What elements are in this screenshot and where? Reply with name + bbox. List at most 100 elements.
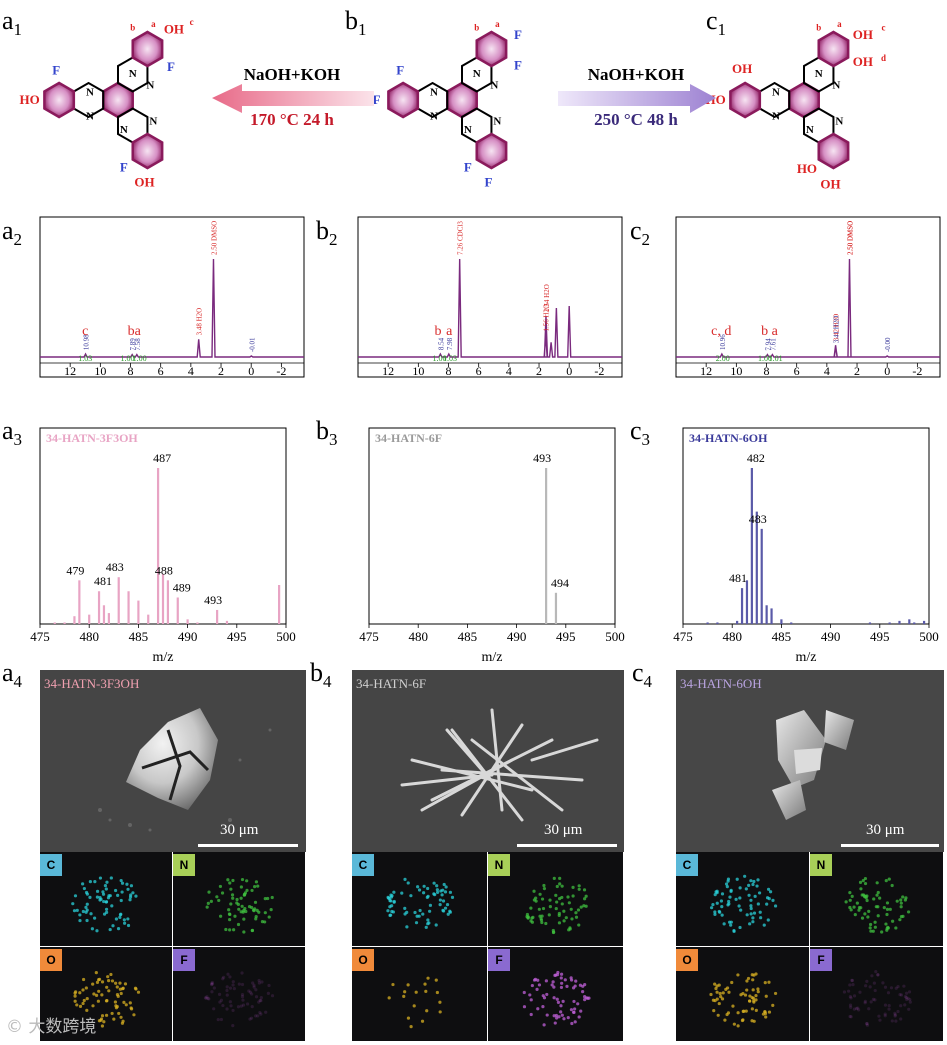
ms-a3-peak-label-6: 493: [204, 593, 222, 607]
nmr-a2-frame: [39, 216, 305, 378]
reagent-right: NaOH+KOH: [588, 65, 685, 84]
nmr-b2-tick-label-3: 6: [476, 364, 482, 378]
eds-badge-c4-n: N: [810, 854, 832, 876]
nmr-a2-peak-label-4: 2.50 DMSO: [210, 221, 218, 255]
nmr-b2-trace: [358, 258, 622, 358]
mol-c1-proton-a: a: [837, 19, 842, 29]
nmr-b2-peak-label-3: 1.56 H2O: [543, 304, 551, 332]
eds-signal-b4-f: [522, 970, 591, 1027]
eds-map-a4-o: O: [40, 947, 172, 1041]
mol-c1-n-label-4: N: [806, 124, 814, 136]
mol-c1-n-label-5: N: [835, 115, 843, 127]
nmr-b2-tick-label-1: 10: [412, 364, 424, 378]
mol-a1-f-label-2: F: [52, 63, 60, 78]
eds-map-a4-c: C: [40, 852, 172, 946]
ms-b3-peak-label-1: 494: [551, 576, 569, 590]
nmr-c2-tick-label-4: 4: [824, 364, 830, 378]
panel-label-b3: b3: [316, 416, 338, 450]
eds-badge-a4-f: F: [173, 949, 195, 971]
scale-bar-c4: [841, 844, 939, 847]
mol-c1-outer-ring-up: [817, 30, 850, 68]
eds-map-c4-o: O: [676, 947, 809, 1041]
ms-a3-tick-label-3: 490: [178, 629, 198, 644]
ms-c3-xlabel: m/z: [796, 650, 817, 665]
nmr-b2-tick-label-5: 2: [536, 364, 542, 378]
sem-particle-a4: [40, 670, 306, 852]
mass-spectrum-c3: 34-HATN-6OH 481 482 483 475 480 485 490 495 500 m/…: [673, 427, 939, 665]
ms-b3-tick-label-0: 475: [359, 629, 379, 644]
eds-map-c4-f: F: [810, 947, 943, 1041]
eds-badge-a4-o: O: [40, 949, 62, 971]
mol-b1-outer-ring-up: [475, 30, 508, 68]
nmr-c2-tick-label-1: 10: [730, 364, 742, 378]
eds-signal-a4-o: [73, 971, 141, 1028]
ms-b3-peak-label-0: 493: [533, 451, 551, 465]
nmr-c2-proton-label-0: c, d: [711, 324, 731, 339]
eds-map-b4-f: F: [488, 947, 623, 1041]
mol-b1-outer-ring-left: [387, 81, 420, 119]
nmr-a2-tick-label-6: 0: [248, 364, 254, 378]
eds-badge-a4-c: C: [40, 854, 62, 876]
eds-badge-a4-n: N: [173, 854, 195, 876]
nmr-c2-integral-1: 1.00: [758, 354, 772, 363]
nmr-b2-tick-label-4: 4: [506, 364, 512, 378]
nmr-a2-peak-label-5: -0.01: [248, 337, 256, 352]
ms-a3-peak-label-3: 487: [153, 451, 171, 465]
ms-a3-xlabel: m/z: [153, 650, 174, 665]
nmr-c2-peak-label-0: 10.96: [719, 334, 727, 350]
mol-c1-n-label-0: N: [815, 68, 823, 80]
mol-c1-n-label-1: N: [832, 80, 840, 92]
nmr-a2-tick-label-0: 12: [64, 364, 76, 378]
sem-title-c4: 34-HATN-6OH: [680, 676, 762, 691]
ms-c3-tick-label-1: 480: [722, 629, 742, 644]
eds-signal-c4-o: [709, 972, 778, 1028]
nmr-b2-peak-label-0: 8.54: [437, 337, 445, 350]
panel-label-a2: a2: [2, 216, 23, 250]
nmr-a2-tick-label-4: 4: [188, 364, 194, 378]
panel-label-a1: a1: [2, 6, 23, 40]
ms-c3-peak-label-0: 481: [729, 571, 747, 585]
scale-label-b4: 30 μm: [544, 822, 583, 838]
mol-c1-n-label-2: N: [772, 87, 780, 99]
mol-c1-proton-d: d: [881, 53, 886, 63]
sem-title-b4: 34-HATN-6F: [356, 676, 427, 691]
eds-signal-a4-c: [71, 876, 138, 933]
nmr-c2-tick-label-7: -2: [912, 364, 922, 378]
mol-a1-n-label-5: N: [149, 115, 157, 127]
mol-c1-proton-b: b: [816, 22, 821, 32]
eds-maps-b4: C N O F: [352, 852, 624, 1042]
ms-c3-frame: [682, 427, 930, 625]
mol-b1-f-label-1: F: [514, 27, 522, 42]
ms-a3-tick-label-5: 500: [276, 629, 296, 644]
eds-badge-b4-o: O: [352, 949, 374, 971]
eds-map-a4-n: N: [173, 852, 305, 946]
ms-b3-tick-label-5: 500: [605, 629, 625, 644]
nmr-c2-peak-label-1: 7.94: [764, 338, 772, 351]
ms-b3-tick-label-4: 495: [556, 629, 576, 644]
mol-a1-n-label-0: N: [129, 68, 137, 80]
nmr-b2-peak-label-1: 7.98: [446, 337, 454, 350]
mol-c1-proton-c: c: [882, 22, 886, 32]
nmr-c2-peak-label-2: 7.61: [769, 338, 777, 351]
ms-a3-title: 34-HATN-3F3OH: [46, 431, 138, 445]
eds-badge-c4-f: F: [810, 949, 832, 971]
mol-b1-outer-ring-down: [475, 132, 508, 170]
eds-map-c4-c: C: [676, 852, 809, 946]
mol-c1-oh-label-6: OH: [820, 176, 840, 191]
eds-signal-c4-c: [709, 874, 778, 933]
nmr-a2-integral-2: 1.00: [133, 354, 147, 363]
mol-c1-oh-label-3: OH: [732, 61, 752, 76]
nmr-b2-integral-1: 1.03: [443, 354, 457, 363]
nmr-a2-peak-label-3: 3.48 H2O: [196, 308, 204, 336]
eds-map-b4-c: C: [352, 852, 487, 946]
mol-a1-n-label-3: N: [86, 110, 94, 122]
ms-a3-tick-label-2: 485: [129, 629, 149, 644]
mol-a1-oh-label-2: OH: [134, 175, 154, 190]
mol-b1-n-label-3: N: [430, 110, 438, 122]
nmr-b2-proton-label-0: b: [434, 324, 441, 339]
eds-signal-b4-n: [525, 876, 588, 935]
mol-b1-f-label-2: F: [514, 57, 522, 72]
